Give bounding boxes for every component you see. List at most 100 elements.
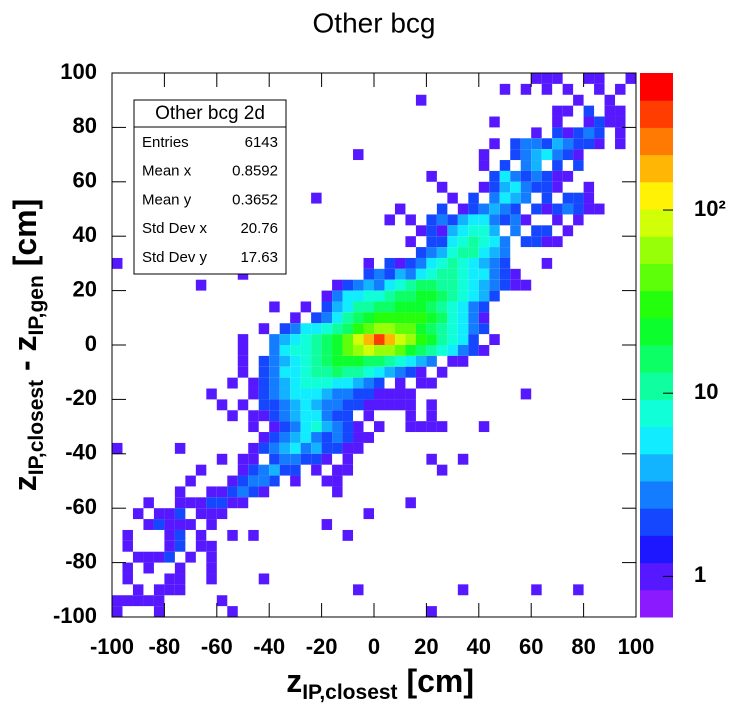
heatmap-cell [415, 345, 427, 356]
heatmap-cell [520, 138, 532, 150]
heatmap-cell [227, 410, 238, 422]
heatmap-cell [143, 551, 154, 563]
heatmap-cell [237, 497, 249, 509]
heatmap-cell [363, 334, 374, 345]
y-tick-label: -40 [65, 440, 97, 465]
heatmap-cell [405, 214, 416, 226]
heatmap-cell [374, 355, 385, 367]
heatmap-cell [164, 508, 175, 520]
heatmap-cell [436, 301, 448, 313]
heatmap-cell [195, 497, 207, 509]
colorbar-band [640, 181, 673, 210]
heatmap-cell [311, 377, 322, 389]
heatmap-cell [342, 279, 354, 291]
heatmap-cell [426, 170, 437, 182]
heatmap-cell [510, 203, 521, 215]
heatmap-cell [499, 181, 511, 193]
heatmap-cell [227, 497, 238, 509]
heatmap-cell [269, 355, 280, 367]
heatmap-cell [615, 127, 626, 139]
heatmap-cell [426, 225, 437, 237]
colorbar-band [640, 372, 673, 400]
heatmap-cell [489, 225, 500, 237]
heatmap-cell [353, 399, 364, 411]
heatmap-cell [436, 203, 448, 215]
heatmap-cell [457, 301, 469, 313]
stats-box [133, 99, 287, 275]
heatmap-cell [300, 432, 312, 443]
heatmap-cell [583, 138, 595, 150]
heatmap-cell [510, 192, 521, 204]
heatmap-cell [604, 105, 616, 117]
heatmap-cell [478, 225, 490, 237]
heatmap-cell [405, 334, 416, 345]
heatmap-cell [290, 399, 301, 411]
heatmap-cell [447, 301, 458, 313]
heatmap-cell [447, 214, 458, 226]
heatmap-cell [269, 421, 280, 433]
heatmap-cell [405, 421, 416, 433]
heatmap-cell [374, 388, 385, 400]
heatmap-cell [237, 355, 249, 367]
heatmap-cell [468, 312, 479, 324]
heatmap-cell [426, 345, 437, 356]
heatmap-cell [353, 442, 364, 454]
heatmap-cell [174, 562, 186, 574]
heatmap-cell [478, 279, 490, 291]
heatmap-cell [552, 73, 563, 84]
heatmap-cell [436, 257, 448, 269]
heatmap-cell [332, 464, 343, 476]
heatmap-cell [290, 410, 301, 422]
heatmap-cell [405, 268, 416, 280]
heatmap-cell [143, 497, 154, 509]
heatmap-cell [573, 160, 584, 171]
heatmap-cell [489, 257, 500, 269]
heatmap-cell [552, 236, 563, 248]
heatmap-cell [279, 323, 291, 335]
heatmap-cell [132, 584, 144, 596]
heatmap-cell [405, 345, 416, 356]
heatmap-cell [541, 170, 553, 182]
heatmap-cell [499, 203, 511, 215]
heatmap-cell [311, 399, 322, 411]
heatmap-cell [332, 388, 343, 400]
colorbar-band [640, 535, 673, 564]
stats-label: Std Dev y [142, 249, 208, 266]
heatmap-cell [541, 149, 553, 161]
heatmap-cell [405, 257, 416, 269]
colorbar-band [640, 481, 673, 509]
heatmap-cell [321, 345, 333, 356]
heatmap-cell [394, 290, 406, 302]
heatmap-cell [216, 497, 228, 509]
heatmap-cell [457, 323, 469, 335]
colorbar-band [640, 508, 673, 536]
heatmap-cell [164, 519, 175, 530]
heatmap-cell [311, 345, 322, 356]
heatmap-cell [258, 377, 270, 389]
heatmap-cell [478, 149, 490, 161]
heatmap-cell [290, 432, 301, 443]
heatmap-cell [552, 138, 563, 150]
heatmap-cell [342, 334, 354, 345]
heatmap-cell [290, 388, 301, 400]
heatmap-cell [300, 421, 312, 433]
heatmap-cell [321, 366, 333, 378]
heatmap-cell [457, 214, 469, 226]
heatmap-cell [363, 432, 374, 443]
heatmap-cell [405, 410, 416, 422]
heatmap-cell [363, 366, 374, 378]
heatmap-cell [531, 127, 542, 139]
heatmap-cell [279, 377, 291, 389]
heatmap-cell [311, 464, 322, 476]
heatmap-cell [457, 268, 469, 280]
heatmap-cell [321, 475, 333, 487]
heatmap-cell [541, 73, 553, 84]
y-axis-label-subscript: IP,gen [25, 275, 48, 335]
heatmap-cell [374, 421, 385, 433]
heatmap-cell [143, 595, 154, 607]
heatmap-cell [300, 301, 312, 313]
heatmap-cell [499, 236, 511, 248]
heatmap-cell [394, 345, 406, 356]
heatmap-cell [269, 377, 280, 389]
heatmap-cell [447, 279, 458, 291]
